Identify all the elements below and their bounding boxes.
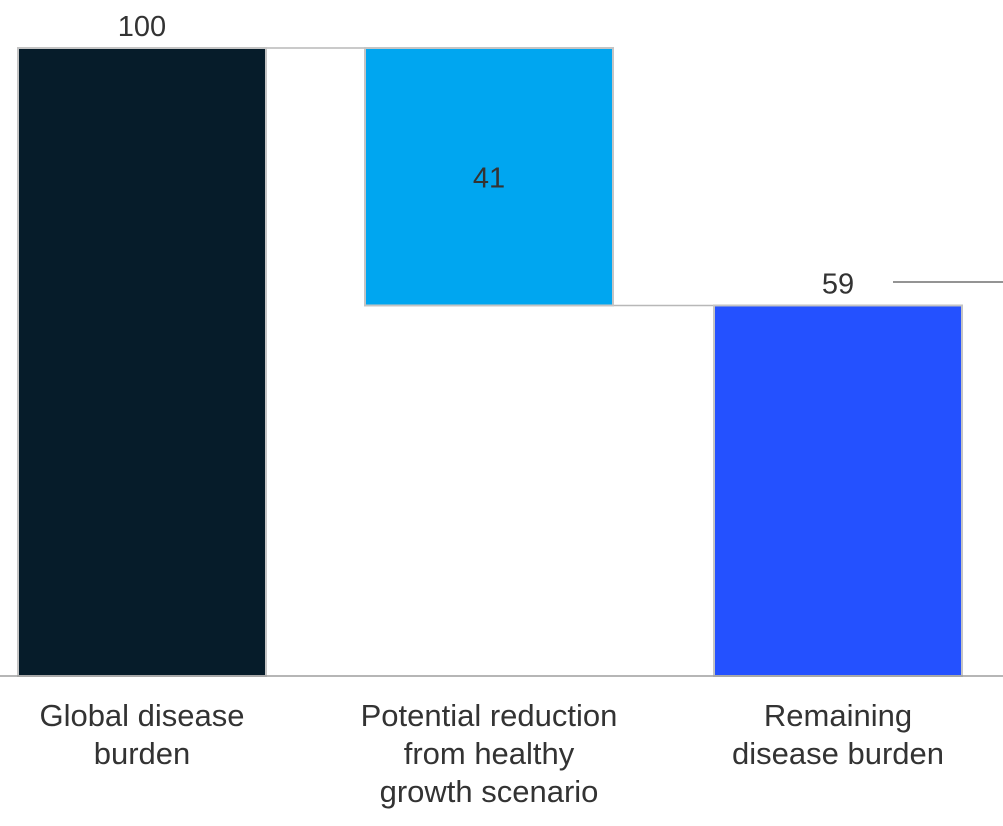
category-label-3-line-1: Remaining [764,698,912,733]
value-label-1: 100 [118,11,166,43]
category-label-3-line-2: disease burden [732,736,944,771]
category-label-2-line-1: Potential reduction [361,698,618,733]
category-label-3: Remaining disease burden [732,698,944,771]
category-label-1: Global disease burden [39,698,244,771]
category-label-2: Potential reduction from healthy growth sc… [361,698,618,809]
bar-1 [17,47,267,677]
category-label-1-line-1: Global disease [39,698,244,733]
category-label-1-line-2: burden [94,736,191,771]
value-label-2: 41 [473,163,505,195]
value-label-3: 59 [822,268,854,300]
category-label-2-line-3: growth scenario [380,774,599,809]
bar-3 [713,304,963,677]
bar-2 [364,47,614,307]
category-label-2-line-2: from healthy [404,736,575,771]
